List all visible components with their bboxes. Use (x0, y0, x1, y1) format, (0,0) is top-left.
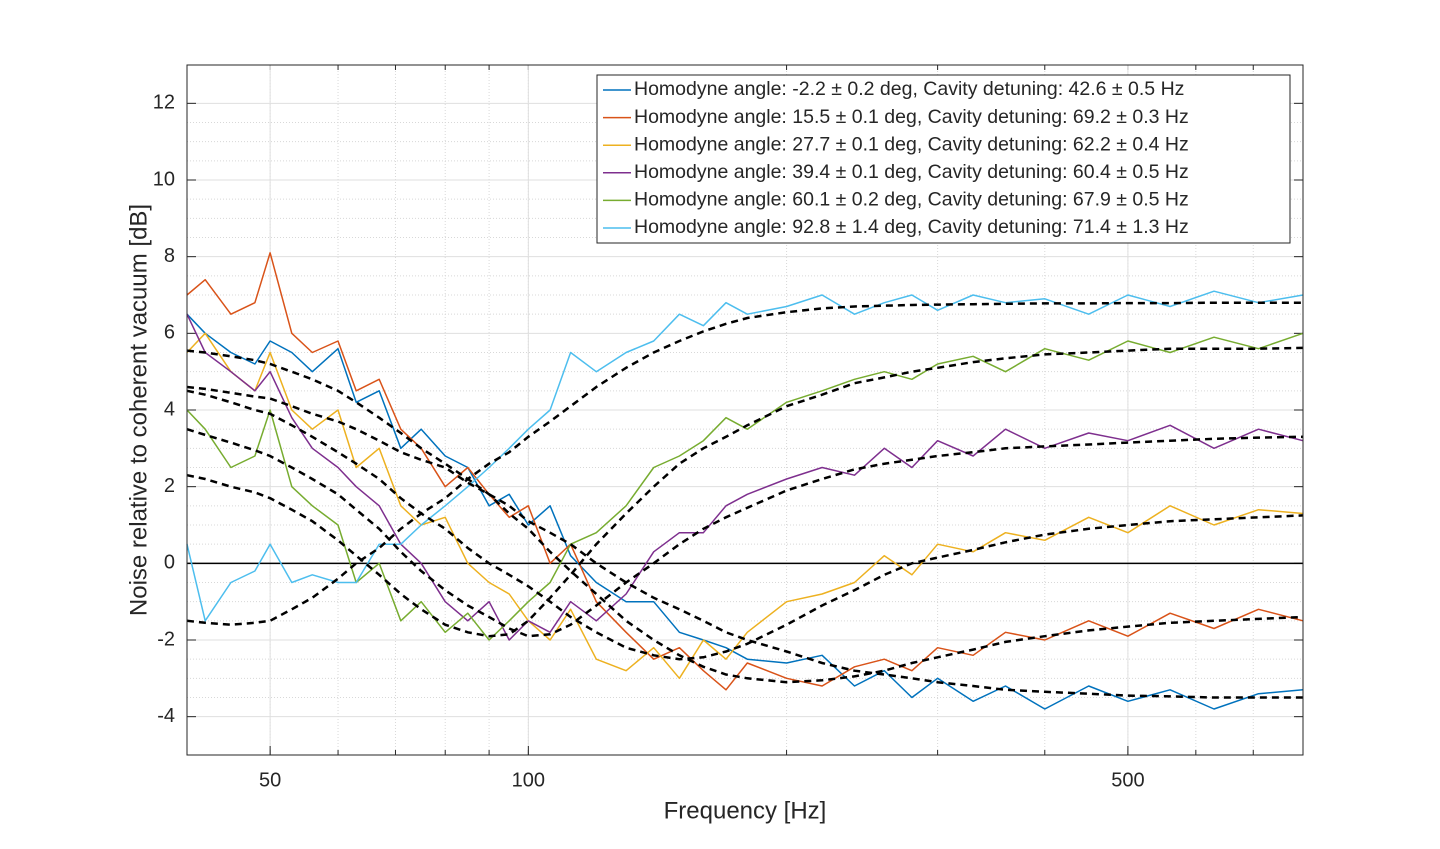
legend-label: Homodyne angle: -2.2 ± 0.2 deg, Cavity d… (634, 78, 1184, 100)
legend-label: Homodyne angle: 39.4 ± 0.1 deg, Cavity d… (634, 161, 1189, 183)
legend-label: Homodyne angle: 92.8 ± 1.4 deg, Cavity d… (634, 216, 1189, 238)
y-axis-label: Noise relative to coherent vacuum [dB] (125, 204, 152, 616)
y-tick-label: 4 (164, 398, 175, 420)
y-tick-label: 0 (164, 552, 175, 574)
y-tick-label: 10 (153, 168, 175, 190)
data-line (186, 313, 1304, 710)
fit-line (186, 349, 1304, 684)
data-line (186, 332, 1304, 641)
y-tick-label: 2 (164, 475, 175, 497)
legend-label: Homodyne angle: 27.7 ± 0.1 deg, Cavity d… (634, 133, 1189, 155)
y-tick-label: 6 (164, 322, 175, 344)
x-axis-label: Frequency [Hz] (664, 797, 827, 824)
data-line (186, 313, 1304, 641)
y-tick-label: -4 (157, 705, 175, 727)
y-tick-label: -2 (157, 628, 175, 650)
x-tick-label: 500 (1111, 769, 1144, 791)
y-tick-label: 8 (164, 245, 175, 267)
x-tick-label: 50 (259, 769, 281, 791)
axes-box (186, 64, 1304, 756)
legend-label: Homodyne angle: 15.5 ± 0.1 deg, Cavity d… (634, 106, 1189, 128)
fit-line (186, 385, 1303, 699)
legend-box (596, 74, 1291, 244)
y-tick-label: 12 (153, 92, 175, 114)
data-line (186, 252, 1304, 691)
data-line (186, 332, 1304, 680)
data-line (186, 290, 1304, 622)
legend-label: Homodyne angle: 60.1 ± 0.2 deg, Cavity d… (634, 189, 1189, 211)
x-tick-label: 100 (512, 769, 545, 791)
fit-line (186, 389, 1304, 661)
fit-line (186, 301, 1303, 626)
fit-line (186, 428, 1304, 638)
